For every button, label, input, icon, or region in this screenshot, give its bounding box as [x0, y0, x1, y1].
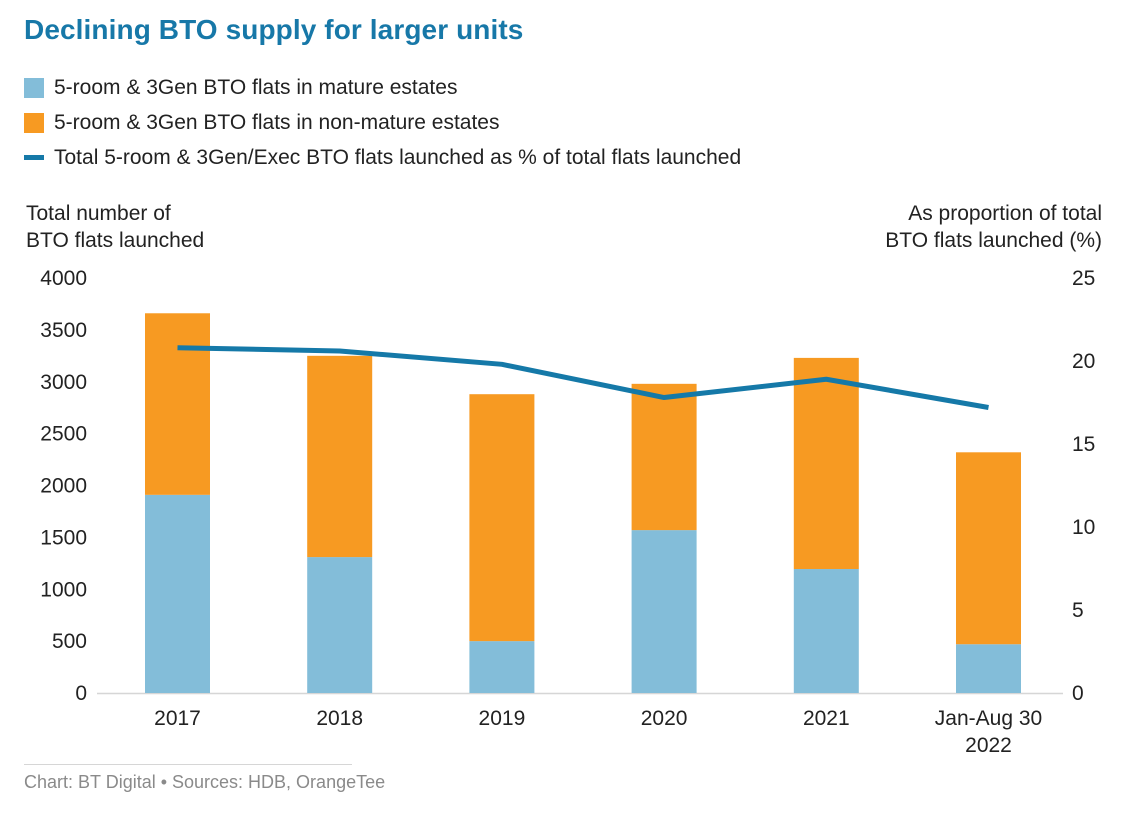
bar-mature-estates [793, 569, 859, 693]
bar-mature-estates [956, 644, 1021, 693]
left-axis-tick-label: 4000 [40, 267, 87, 290]
left-axis-tick-label: 1000 [40, 578, 87, 601]
x-axis-tick-label: 2022 [965, 734, 1012, 757]
left-axis-title: Total number of BTO flats launched [26, 200, 204, 254]
left-axis-tick-label: 3500 [40, 319, 87, 342]
bar-non-mature-estates [469, 394, 535, 642]
legend-item-percentage-line: Total 5-room & 3Gen/Exec BTO flats launc… [24, 140, 741, 175]
left-axis-title-line-2: BTO flats launched [26, 229, 205, 252]
legend-label-non-mature: 5-room & 3Gen BTO flats in non-mature es… [54, 110, 500, 134]
percentage-line [177, 345, 989, 410]
right-axis-tick-label: 0 [1072, 682, 1084, 705]
right-axis-title: As proportion of total BTO flats launche… [885, 200, 1102, 254]
bar-mature-estates [469, 641, 535, 693]
footer-divider [24, 764, 352, 765]
left-axis-tick-label: 3000 [40, 371, 87, 394]
bar-mature-estates [307, 557, 373, 693]
bar-non-mature-estates [307, 355, 373, 558]
left-axis-tick-label: 0 [75, 682, 87, 705]
legend-item-mature: 5-room & 3Gen BTO flats in mature estate… [24, 70, 741, 105]
left-axis-tick-label: 1500 [40, 526, 87, 549]
bar-mature-estates [631, 530, 697, 693]
right-axis-tick-label: 15 [1072, 433, 1095, 456]
right-axis-title-line-2: BTO flats launched (%) [885, 229, 1102, 252]
x-axis-tick-label: 2017 [154, 707, 201, 730]
chart-source: Chart: BT Digital • Sources: HDB, Orange… [24, 772, 386, 792]
bar-mature-estates [145, 494, 210, 693]
bar-non-mature-estates [145, 313, 210, 495]
x-axis-tick-label: 2018 [316, 707, 363, 730]
right-axis-tick-label: 20 [1072, 350, 1095, 373]
legend-label-mature: 5-room & 3Gen BTO flats in mature estate… [54, 75, 458, 99]
legend-label-percentage-line: Total 5-room & 3Gen/Exec BTO flats launc… [54, 145, 742, 169]
bar-non-mature-estates [956, 452, 1021, 645]
legend-swatch-mature [24, 77, 44, 98]
right-axis-tick-label: 5 [1072, 599, 1084, 622]
legend-item-non-mature: 5-room & 3Gen BTO flats in non-mature es… [24, 105, 741, 140]
left-axis-tick-label: 500 [52, 630, 87, 653]
left-axis-tick-label: 2500 [40, 423, 87, 446]
left-axis-title-line-1: Total number of [26, 202, 171, 225]
x-axis-tick-label: 2021 [803, 707, 850, 730]
x-axis-tick-label: 2019 [479, 707, 526, 730]
right-axis-tick-label: 25 [1072, 267, 1095, 290]
legend-swatch-non-mature [24, 112, 44, 133]
chart-title: Declining BTO supply for larger units [24, 14, 524, 45]
legend: 5-room & 3Gen BTO flats in mature estate… [24, 70, 741, 175]
right-axis-tick-label: 10 [1072, 516, 1095, 539]
bar-non-mature-estates [631, 383, 697, 531]
x-axis-tick-label: 2020 [641, 707, 688, 730]
bar-non-mature-estates [793, 357, 859, 570]
x-axis-tick-label: Jan-Aug 30 [935, 707, 1042, 730]
legend-swatch-line [24, 155, 44, 160]
left-axis-tick-label: 2000 [40, 475, 87, 498]
right-axis-title-line-1: As proportion of total [908, 202, 1102, 225]
